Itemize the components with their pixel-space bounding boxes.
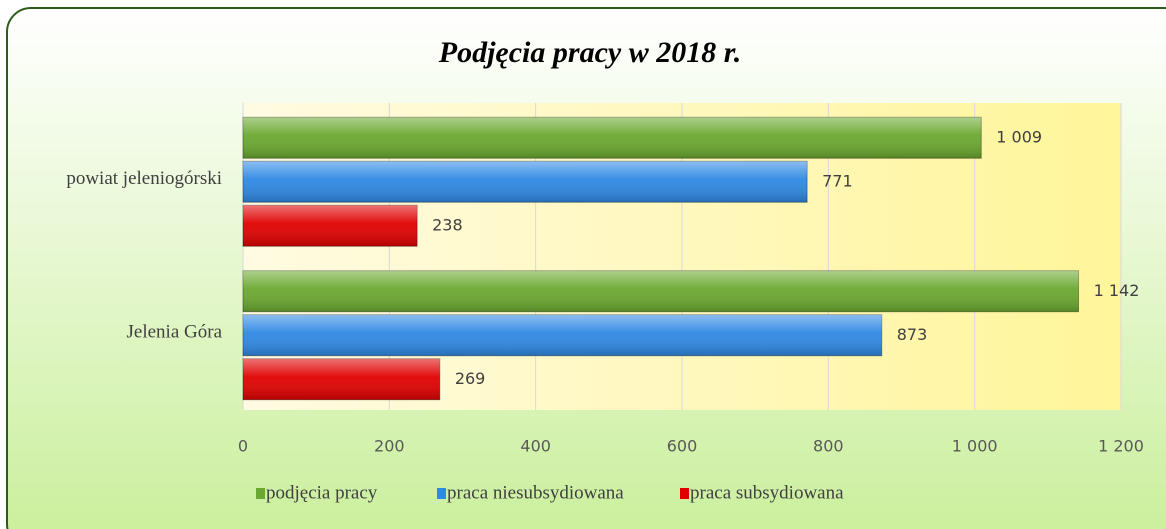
x-tick-label: 1 000	[952, 437, 998, 456]
bar-shine	[243, 314, 882, 356]
legend-swatch	[256, 488, 265, 499]
data-label: 873	[897, 325, 928, 344]
legend-label: podjęcia pracy	[266, 482, 378, 503]
data-label: 238	[432, 215, 463, 234]
data-label: 771	[822, 171, 853, 190]
x-tick-label: 200	[374, 437, 405, 456]
bar-shine	[243, 358, 440, 400]
x-tick-label: 800	[813, 437, 844, 456]
legend-label: praca subsydiowana	[690, 482, 844, 503]
x-tick-label: 1 200	[1098, 437, 1144, 456]
legend-label: praca niesubsydiowana	[447, 482, 624, 503]
chart-title: Podjęcia pracy w 2018 r.	[438, 36, 741, 69]
y-tick-label: Jelenia Góra	[127, 322, 223, 343]
data-label: 1 009	[996, 127, 1042, 146]
x-tick-label: 400	[520, 437, 551, 456]
data-label: 269	[455, 369, 486, 388]
x-tick-label: 600	[667, 437, 698, 456]
legend-swatch	[437, 488, 446, 499]
legend-swatch	[680, 488, 689, 499]
bar-shine	[243, 161, 808, 203]
bar-shine	[243, 270, 1079, 312]
data-label: 1 142	[1094, 281, 1140, 300]
x-tick-label: 0	[238, 437, 248, 456]
bar-shine	[243, 117, 982, 159]
y-tick-label: powiat jeleniogórski	[66, 168, 222, 189]
bar-shine	[243, 205, 418, 247]
